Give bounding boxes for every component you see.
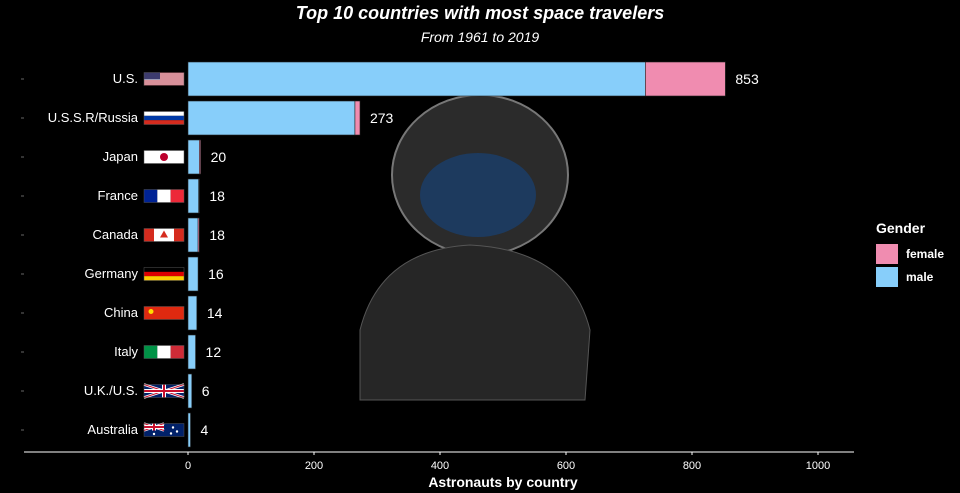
us-flag [143,72,185,86]
astronaut-background-illustration [359,94,591,401]
bar-female [199,139,201,175]
bar-male [187,217,199,253]
bar-male [187,61,646,97]
bar-total-label: 18 [209,227,225,243]
y-tick-label: Canada [92,227,138,242]
y-tick-label: U.S. [113,71,138,86]
bar-total-label: 6 [202,383,210,399]
japan-flag [143,150,185,164]
bar-total-label: 12 [206,344,222,360]
france-flag [143,189,185,203]
legend: Gender female male [876,220,944,288]
uk-flag [143,383,185,399]
bar-female [197,217,200,253]
bar-total-label: 273 [370,110,394,126]
bar-female [645,61,726,97]
australia-flag [143,422,185,437]
bar-male [187,256,199,292]
bar-male [187,412,191,448]
china-flag [143,306,185,320]
x-tick-label: 0 [185,460,191,472]
x-tick-label: 800 [683,460,701,472]
canada-flag [143,228,185,242]
legend-label-male: male [906,269,934,284]
x-tick-label: 1000 [806,460,830,472]
bar-male [187,373,193,409]
x-tick-label: 600 [557,460,575,472]
russia-flag [143,111,185,125]
y-tick-label: China [104,305,139,320]
suit-shape [359,244,591,401]
bar-total-label: 4 [201,422,209,438]
x-tick-label: 200 [305,460,323,472]
legend-swatch-male [876,266,898,287]
legend-swatch-female [876,243,898,264]
bar-male [187,139,200,175]
chart-subtitle: From 1961 to 2019 [420,29,540,45]
visor-earth-shape [420,153,536,237]
italy-flag [143,345,185,359]
bar-total-label: 16 [208,266,224,282]
chart-title: Top 10 countries with most space travele… [295,3,665,23]
legend-title: Gender [876,220,926,236]
y-tick-label: Australia [87,422,138,437]
germany-flag [143,267,185,281]
x-tick-label: 400 [431,460,449,472]
bar-total-label: 853 [735,71,759,87]
bar-male [187,295,198,331]
legend-label-female: female [906,246,945,261]
y-tick-label: Germany [85,266,139,281]
legend-item-male: male [876,265,944,288]
bar-male [187,334,196,370]
y-tick-label: U.S.S.R/Russia [48,110,139,125]
y-tick-label: France [98,188,138,203]
bar-male [187,100,356,136]
y-tick-label: Italy [114,344,138,359]
x-axis-label: Astronauts by country [428,474,578,490]
bar-total-label: 20 [211,149,227,165]
bar-male [187,178,200,214]
bar-female [354,100,361,136]
bar-total-label: 14 [207,305,223,321]
y-tick-label: U.K./U.S. [84,383,138,398]
y-tick-label: Japan [103,149,138,164]
legend-item-female: female [876,242,944,265]
bar-total-label: 18 [209,188,225,204]
bar-female [198,178,200,214]
